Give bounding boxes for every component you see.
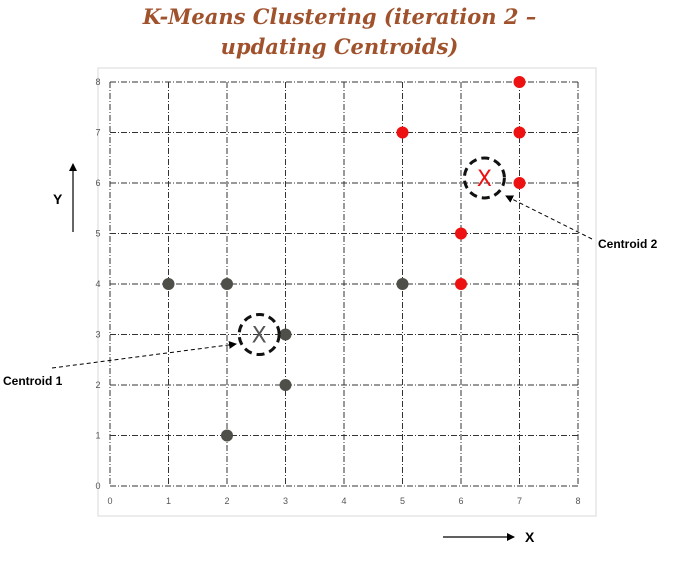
data-point-cluster-2 <box>455 227 467 240</box>
data-point-cluster-1 <box>396 278 409 290</box>
chart-title: K-Means Clustering (iteration 2 – updati… <box>0 2 679 62</box>
x-tick-label: 6 <box>458 496 463 506</box>
x-tick-label: 7 <box>517 496 522 506</box>
centroid-1-pointer <box>51 340 237 369</box>
centroid-2-annotation: Centroid 2 <box>598 237 658 251</box>
x-tick-label: 0 <box>107 496 112 506</box>
x-tick-label: 4 <box>341 496 346 506</box>
data-points <box>162 76 526 442</box>
data-point-cluster-1 <box>279 328 292 341</box>
y-axis-label: Y <box>53 191 63 207</box>
data-point-cluster-2 <box>455 278 467 290</box>
x-tick-label: 3 <box>283 496 288 506</box>
centroid-2-marker: X <box>477 167 492 192</box>
plot-area-frame <box>97 67 597 517</box>
data-point-cluster-2 <box>396 126 409 139</box>
y-tick-label: 1 <box>95 431 100 441</box>
grid <box>109 81 579 487</box>
centroid-1-marker: X <box>252 324 267 349</box>
data-point-cluster-2 <box>513 76 526 88</box>
centroid-1-annotation: Centroid 1 <box>3 374 63 388</box>
data-point-cluster-1 <box>279 379 292 391</box>
centroid-2-ring <box>462 156 506 200</box>
y-tick-label: 4 <box>95 279 100 289</box>
data-point-cluster-2 <box>513 126 526 139</box>
x-axis-label: X <box>525 529 535 545</box>
y-tick-label: 6 <box>95 178 100 188</box>
chart-title-line-1: K-Means Clustering (iteration 2 – <box>142 4 537 29</box>
y-tick-label: 2 <box>95 380 100 390</box>
data-point-cluster-1 <box>221 429 233 442</box>
x-tick-label: 2 <box>224 496 229 506</box>
data-point-cluster-2 <box>513 177 526 189</box>
y-tick-label: 5 <box>95 229 100 239</box>
centroid-2-pointer <box>505 195 593 240</box>
y-tick-label: 0 <box>95 481 100 491</box>
chart-title-line-2: updating Centroids) <box>220 34 459 59</box>
x-tick-label: 8 <box>575 496 580 506</box>
y-tick-label: 8 <box>95 77 100 87</box>
data-point-cluster-1 <box>221 278 233 290</box>
data-point-cluster-1 <box>162 278 175 290</box>
x-tick-label: 5 <box>400 496 405 506</box>
centroids: XX <box>237 156 506 356</box>
centroid-1-ring <box>237 313 281 356</box>
tick-labels: 0 1 2 3 4 5 6 7 8 0 1 2 3 4 5 6 7 8 <box>95 77 580 506</box>
y-tick-label: 7 <box>95 128 100 138</box>
x-tick-label: 1 <box>166 496 171 506</box>
y-tick-label: 3 <box>95 330 100 340</box>
